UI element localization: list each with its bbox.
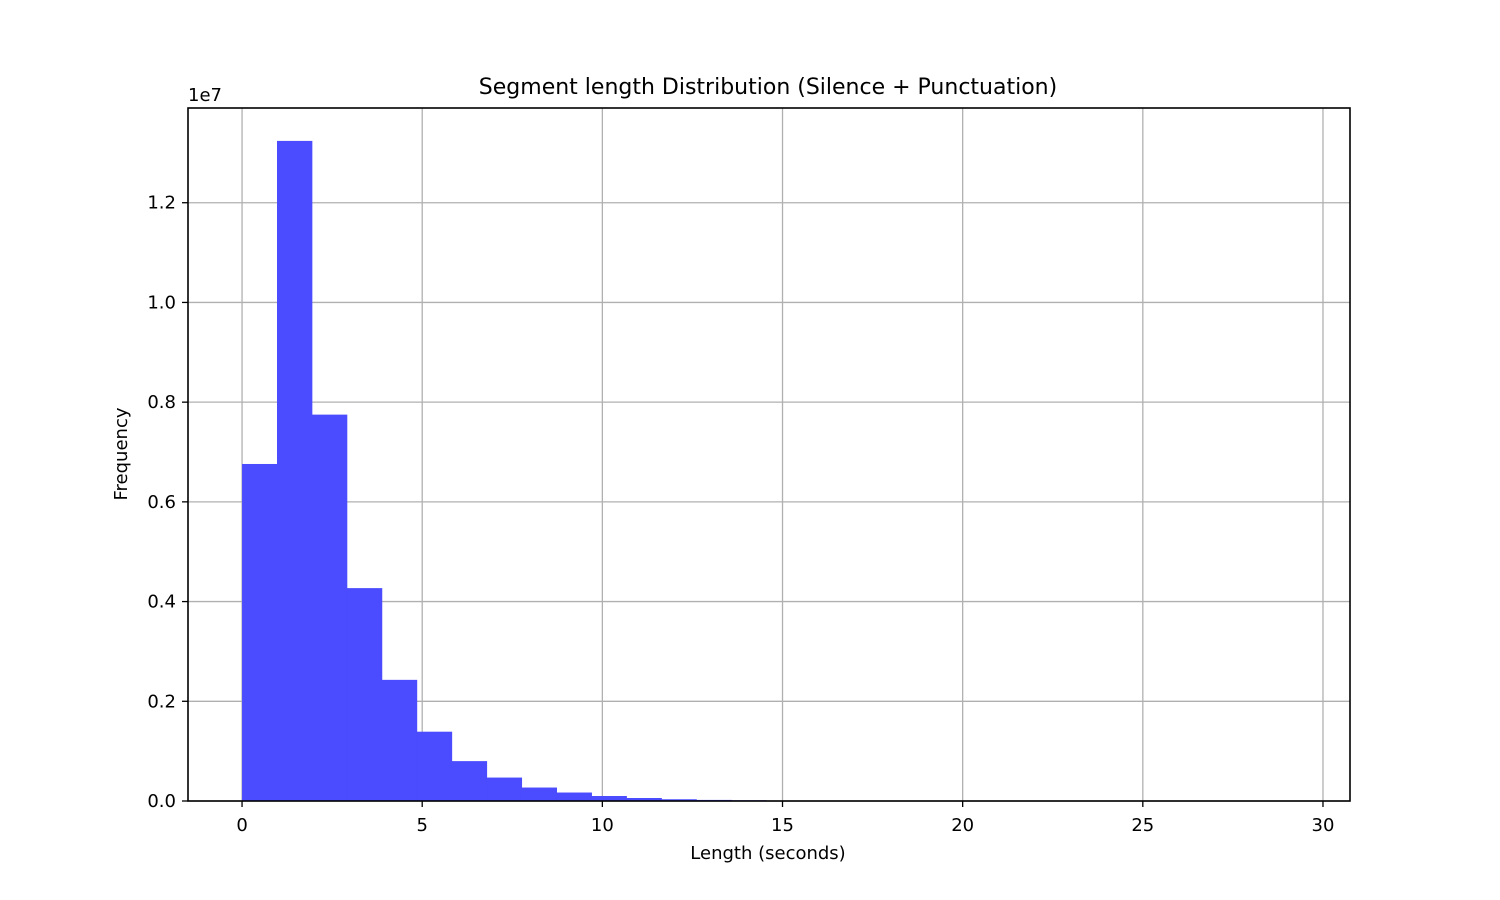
x-axis-label: Length (seconds) <box>690 843 845 864</box>
histogram-bar <box>276 140 313 801</box>
histogram-bar <box>486 777 523 801</box>
x-tick-label: 15 <box>771 815 794 836</box>
histogram-bar <box>346 588 383 801</box>
histogram-bar <box>311 414 348 801</box>
histogram-bar <box>242 463 278 801</box>
y-tick-label: 0.4 <box>147 592 176 613</box>
histogram-bars <box>242 140 1326 801</box>
plot-frame <box>187 107 1351 802</box>
histogram-bar <box>661 799 697 801</box>
x-tick-label: 10 <box>591 815 614 836</box>
histogram-bar <box>556 792 592 801</box>
y-tick-label: 0.0 <box>147 791 176 812</box>
histogram-bar <box>521 787 557 801</box>
y-tick-label: 1.2 <box>147 193 176 214</box>
x-tick-label: 30 <box>1312 815 1335 836</box>
histogram-bar <box>591 796 627 801</box>
y-tick-label: 1.0 <box>147 292 176 313</box>
chart-title: Segment length Distribution (Silence + P… <box>479 75 1057 100</box>
y-axis-label: Frequency <box>111 407 132 500</box>
histogram-bar <box>626 798 662 801</box>
x-tick-label: 0 <box>236 815 247 836</box>
histogram-bar <box>416 731 453 801</box>
y-tick-label: 0.6 <box>147 492 176 513</box>
y-axis-scale-label: 1e7 <box>188 85 222 106</box>
x-tick-label: 25 <box>1131 815 1154 836</box>
x-tick-label: 20 <box>951 815 974 836</box>
x-tick-label: 5 <box>416 815 427 836</box>
y-axis-ticks: 0.0 0.2 0.4 0.6 0.8 1.0 1.2 <box>147 193 188 812</box>
histogram-bar <box>451 761 488 801</box>
x-axis-ticks: 0 5 10 15 20 25 30 <box>236 801 1334 836</box>
y-tick-label: 0.2 <box>147 691 176 712</box>
y-tick-label: 0.8 <box>147 392 176 413</box>
grid-lines <box>188 108 1350 802</box>
histogram-bar <box>381 679 418 801</box>
